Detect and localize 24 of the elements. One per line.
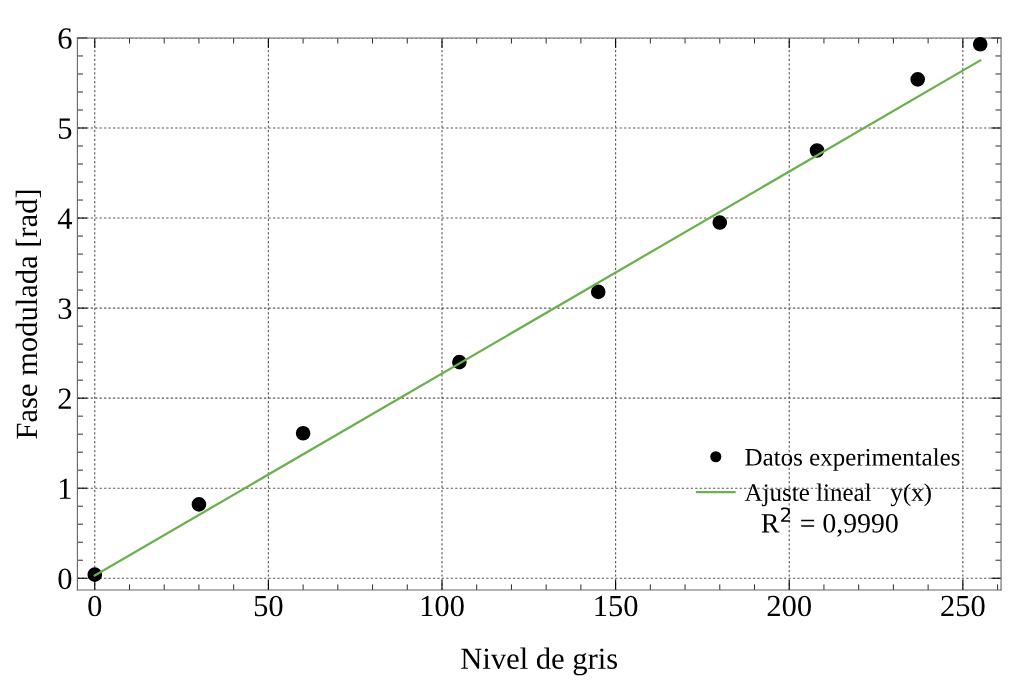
annotation: R$^{2}$ = 0,9990 xyxy=(761,507,898,537)
x-tick-label: 150 xyxy=(595,595,638,617)
point xyxy=(972,36,988,52)
point xyxy=(590,284,606,300)
point xyxy=(295,425,311,441)
y-tick-label: 3 xyxy=(58,298,72,319)
legend-label: Ajuste lineal y(x) xyxy=(744,483,931,507)
x-tick-label: 200 xyxy=(767,595,811,617)
point xyxy=(910,72,925,87)
x-axis-title: Nivel de gris xyxy=(461,647,618,676)
y-tick-label: 4 xyxy=(57,208,73,229)
y-tick-label: 0 xyxy=(58,568,72,590)
x-tick-label: 250 xyxy=(941,595,985,617)
y-tick-label: 5 xyxy=(59,118,72,139)
x-tick-label: 100 xyxy=(421,595,464,617)
y-tick-label: 1 xyxy=(59,478,71,499)
point xyxy=(191,497,207,512)
y-axis-title: Fase modulada [rad] xyxy=(15,190,41,439)
x-tick-label: 50 xyxy=(254,595,283,617)
y-tick-label: 2 xyxy=(58,388,71,409)
point xyxy=(712,215,728,230)
x-tick-label: 0 xyxy=(88,595,102,617)
legend-label: Datos experimentales xyxy=(745,448,960,471)
y-tick-label: 6 xyxy=(58,28,72,49)
